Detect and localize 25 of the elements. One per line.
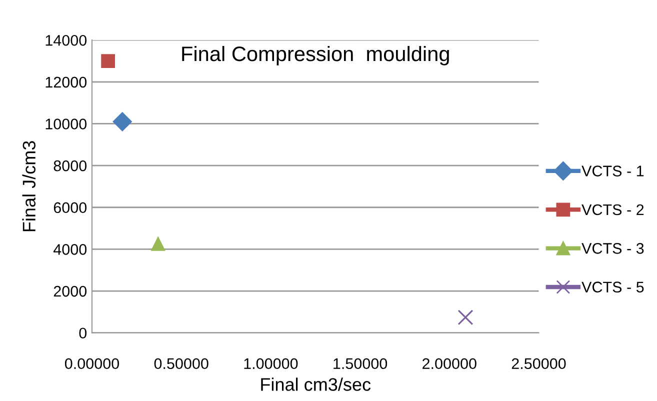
y-tick-label: 12000 xyxy=(46,76,87,88)
legend-label: VCTS - 1 xyxy=(582,166,644,176)
y-tick-label: 6000 xyxy=(54,202,87,214)
y-tick-label: 2000 xyxy=(54,286,87,297)
point xyxy=(101,54,116,68)
point xyxy=(458,310,474,326)
y-tick-label: 14000 xyxy=(46,34,87,46)
x-tick-label: 0.50000 xyxy=(154,358,208,370)
x-tick-label: 1.00000 xyxy=(244,358,298,370)
legend-label: VCTS - 2 xyxy=(582,204,644,216)
x-tick-label: 2.50000 xyxy=(512,358,566,370)
y-tick-label: 8000 xyxy=(54,160,87,172)
legend-label: VCTS - 5 xyxy=(582,282,644,293)
y-tick-label: 0 xyxy=(79,328,87,339)
x-axis-title: Final cm3/sec xyxy=(261,378,371,391)
y-tick-label: 4000 xyxy=(53,244,87,255)
x-tick-label: 2.00000 xyxy=(422,358,476,370)
chart-title: Final Compression moulding xyxy=(182,46,449,66)
x-tick-label: 1.50000 xyxy=(334,358,388,370)
point xyxy=(112,112,132,132)
y-tick-label: 10000 xyxy=(46,118,87,130)
y-axis-title: Final J/cm3 xyxy=(22,141,36,232)
legend-label: VCTS - 3 xyxy=(582,243,644,254)
point xyxy=(151,237,166,251)
x-tick-label: 0.00000 xyxy=(64,358,119,370)
